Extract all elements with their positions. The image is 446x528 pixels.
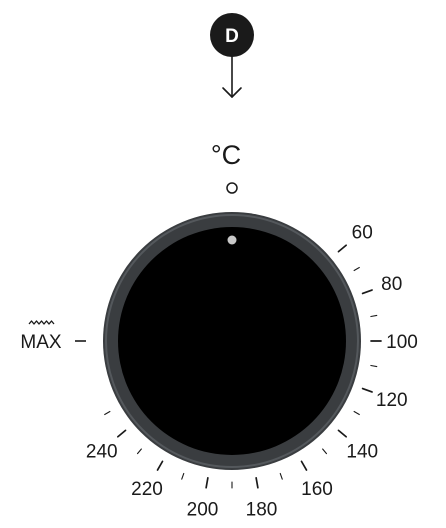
unit-label: °C (211, 140, 241, 170)
major-tick (361, 387, 373, 393)
temperature-label-60: 60 (352, 223, 373, 244)
temperature-label-200: 200 (187, 499, 219, 520)
temperature-label-180: 180 (246, 499, 278, 520)
major-tick (337, 429, 347, 438)
temperature-label-80: 80 (381, 274, 402, 295)
badge-circle (210, 13, 254, 57)
major-tick (300, 460, 308, 471)
badge-letter: D (225, 26, 239, 47)
minor-tick (322, 448, 328, 455)
max-label: MAX (20, 332, 62, 353)
temperature-label-140: 140 (346, 441, 378, 462)
major-tick (156, 460, 164, 471)
minor-tick (279, 472, 283, 480)
temperature-label-220: 220 (131, 479, 163, 500)
major-tick (205, 477, 209, 489)
dial-labels: 60 80 100 120 140 160 180 200 220 240 (86, 223, 418, 521)
major-tick (337, 244, 347, 253)
temperature-label-160: 160 (301, 479, 333, 500)
heat-wave-icon (28, 320, 55, 325)
major-tick (117, 429, 127, 438)
minor-tick (370, 364, 378, 368)
minor-tick (136, 448, 142, 455)
knob-indicator-dot (227, 235, 237, 245)
knob-rim-highlight (105, 214, 359, 468)
knob-face (118, 227, 346, 455)
temperature-label-240: 240 (86, 441, 118, 462)
down-arrow-icon (222, 56, 242, 98)
dial-ticks (104, 244, 382, 489)
minor-tick (353, 410, 360, 416)
minor-tick (370, 314, 378, 318)
off-position-icon (226, 182, 238, 194)
minor-tick (353, 266, 360, 272)
max-setting: MAX (20, 320, 86, 353)
minor-tick (181, 472, 185, 480)
temperature-knob[interactable] (103, 212, 361, 470)
temperature-label-100: 100 (386, 332, 418, 353)
major-tick (255, 477, 259, 489)
step-badge: D (210, 13, 254, 57)
minor-tick (104, 410, 111, 416)
temperature-label-120: 120 (376, 390, 408, 411)
major-tick (361, 289, 373, 295)
